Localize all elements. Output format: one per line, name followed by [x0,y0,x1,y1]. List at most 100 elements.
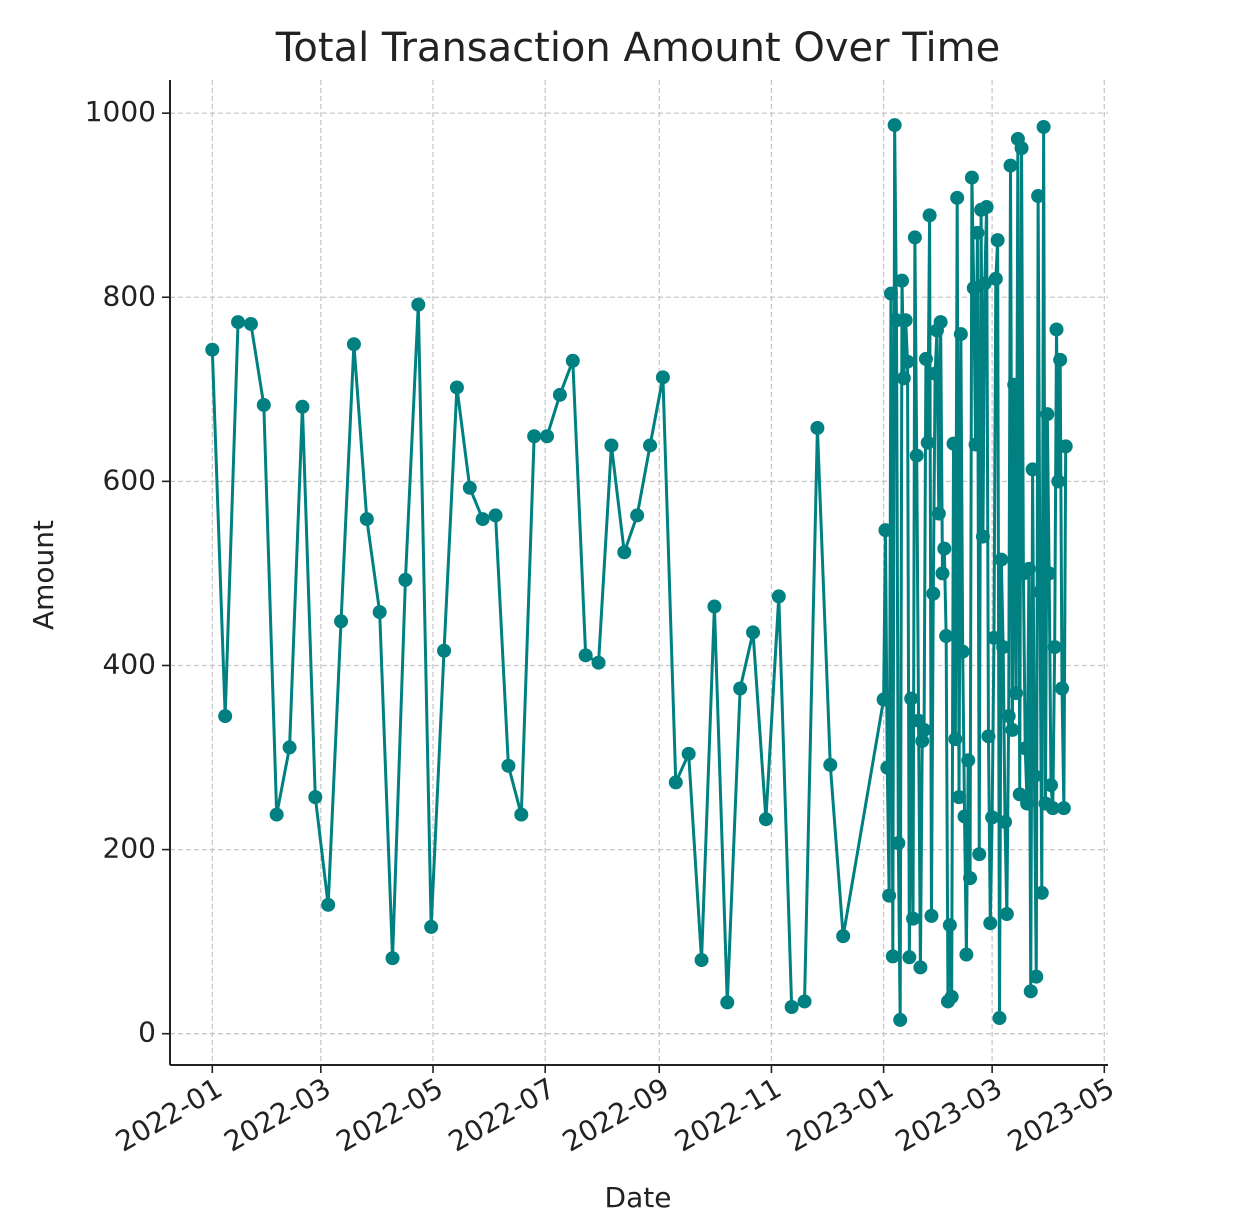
marker [385,951,400,966]
marker [926,586,941,601]
marker [996,640,1011,655]
marker [950,190,965,205]
marker [883,286,898,301]
x-tick-label: 2023-03 [890,1071,1008,1158]
marker [878,523,893,538]
marker [922,208,937,223]
marker [746,625,761,640]
marker [1043,778,1058,793]
marker [961,753,976,768]
marker [1049,322,1064,337]
marker [1001,709,1016,724]
marker [994,552,1009,567]
marker [617,545,632,560]
marker [655,370,670,385]
marker [1021,561,1036,576]
marker [977,276,992,291]
marker [321,897,336,912]
y-tick-label: 800 [103,279,156,312]
marker [681,746,696,761]
marker [604,438,619,453]
x-tick-label: 2023-05 [1002,1071,1120,1158]
marker [1045,801,1060,816]
marker [771,589,786,604]
x-tick-label: 2022-11 [669,1071,787,1158]
marker [937,541,952,556]
marker [928,366,943,381]
marker [893,1012,908,1027]
marker [1025,462,1040,477]
marker [243,316,258,331]
marker [488,508,503,523]
marker [933,315,948,330]
y-axis-label: Amount [27,520,60,630]
marker [963,871,978,886]
chart-title: Total Transaction Amount Over Time [275,25,1000,71]
marker [1053,352,1068,367]
marker [918,351,933,366]
marker [882,888,897,903]
marker [411,297,426,312]
marker [959,947,974,962]
marker [540,429,555,444]
marker [218,709,233,724]
marker [462,480,477,495]
marker [876,692,891,707]
x-tick-label: 2022-05 [331,1071,449,1158]
marker [979,200,994,215]
marker [475,512,490,527]
marker [885,949,900,964]
marker [359,512,374,527]
marker [514,807,529,822]
marker [957,809,972,824]
y-tick-label: 200 [103,832,156,865]
marker [334,614,349,629]
marker [1042,566,1057,581]
marker [231,315,246,330]
marker [985,810,1000,825]
marker [1003,158,1018,173]
marker [1036,119,1051,134]
marker [758,812,773,827]
marker [906,911,921,926]
marker [810,420,825,435]
marker [1023,984,1038,999]
marker [527,429,542,444]
marker [964,170,979,185]
marker [630,508,645,523]
marker [1014,141,1029,156]
y-tick-label: 1000 [85,95,156,128]
marker [920,435,935,450]
marker [1032,584,1047,599]
marker [986,630,1001,645]
marker [707,599,722,614]
x-tick-label: 2022-07 [443,1071,561,1158]
x-tick-label: 2022-01 [110,1071,228,1158]
marker [909,448,924,463]
marker [988,271,1003,286]
marker [398,572,413,587]
y-tick-label: 400 [103,647,156,680]
marker [915,733,930,748]
marker [1027,768,1042,783]
x-tick-label: 2022-03 [218,1071,336,1158]
marker [917,722,932,737]
marker [1055,681,1070,696]
marker [552,387,567,402]
marker [895,273,910,288]
marker [887,118,902,133]
marker [880,760,895,775]
marker [1020,796,1035,811]
marker [449,380,464,395]
marker [981,729,996,744]
marker [372,605,387,620]
marker [939,629,954,644]
marker [935,566,950,581]
marker [975,529,990,544]
marker [955,644,970,659]
marker [942,918,957,933]
marker [970,225,985,240]
marker [904,691,919,706]
marker [205,342,220,357]
marker [643,438,658,453]
